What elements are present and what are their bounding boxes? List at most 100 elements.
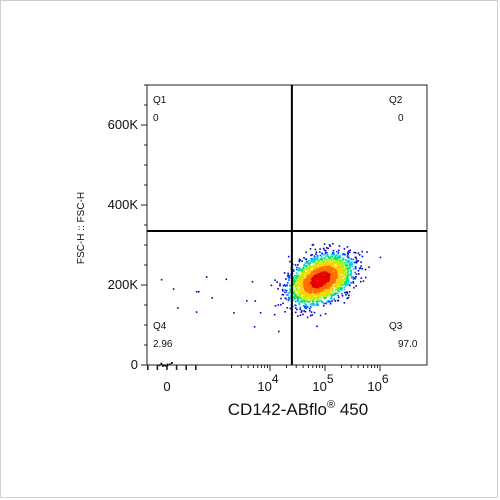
event-dot: [356, 261, 358, 263]
event-dot: [299, 295, 301, 297]
event-dot: [330, 271, 332, 273]
event-dot: [338, 245, 341, 247]
event-dot: [329, 265, 331, 268]
event-dot: [314, 286, 317, 288]
event-dot: [301, 280, 304, 283]
event-dot: [359, 267, 362, 269]
event-dot: [336, 258, 339, 261]
event-dot: [307, 270, 310, 272]
event-dot: [316, 282, 319, 284]
event-dot: [329, 279, 331, 281]
event-dot: [324, 269, 326, 272]
event-dot: [334, 272, 337, 274]
event-dot: [307, 289, 310, 292]
event-dot: [299, 314, 302, 316]
event-dot: [347, 271, 349, 273]
event-dot: [305, 260, 308, 263]
event-dot: [306, 284, 309, 287]
event-dot: [306, 289, 309, 291]
event-dot: [301, 310, 303, 312]
event-dot: [338, 288, 340, 290]
event-dot: [288, 298, 290, 300]
event-dot: [295, 281, 297, 283]
event-dot: [198, 290, 200, 293]
event-dot: [316, 297, 318, 300]
event-dot: [321, 270, 323, 272]
event-dot: [310, 297, 313, 299]
event-dot: [301, 301, 304, 303]
event-dot: [357, 270, 360, 272]
event-dot: [315, 283, 318, 286]
event-dot: [309, 299, 312, 302]
event-dot: [338, 273, 340, 275]
event-dot: [350, 282, 352, 284]
event-dot: [294, 294, 296, 296]
event-dot: [310, 290, 312, 293]
event-dot: [286, 307, 289, 309]
event-dot: [294, 280, 296, 282]
event-dot: [321, 252, 323, 254]
event-dot: [331, 300, 333, 303]
event-dot: [314, 283, 316, 285]
event-dot: [307, 268, 309, 270]
event-dot: [281, 293, 284, 296]
event-dot: [335, 257, 337, 259]
event-dot: [313, 292, 316, 295]
event-dot: [296, 288, 298, 291]
event-dot: [300, 296, 303, 299]
event-dot: [355, 276, 357, 278]
event-dot: [345, 265, 348, 268]
event-dot: [338, 296, 340, 299]
event-dot: [298, 281, 301, 283]
event-dot: [301, 275, 304, 277]
event-dot: [225, 278, 228, 281]
event-dot: [350, 258, 352, 260]
event-dot: [341, 284, 344, 286]
event-dot: [334, 276, 337, 279]
event-dot: [317, 286, 320, 289]
event-dot: [361, 250, 363, 253]
event-dot: [305, 285, 307, 287]
event-dot: [346, 292, 349, 295]
event-dot: [332, 282, 334, 285]
event-dot: [335, 273, 338, 276]
event-dot: [364, 268, 367, 271]
event-dot: [304, 289, 306, 291]
event-dot: [331, 265, 333, 268]
event-dot: [294, 300, 297, 302]
event-dot: [313, 289, 315, 292]
event-dot: [297, 296, 299, 298]
event-dot: [313, 257, 315, 260]
event-dot: [342, 281, 345, 283]
event-dot: [317, 294, 319, 296]
event-dot: [303, 282, 305, 285]
event-dot: [305, 297, 307, 300]
event-dot: [339, 282, 342, 284]
event-dot: [321, 301, 323, 303]
event-dot: [334, 281, 336, 284]
event-dot: [233, 312, 235, 314]
event-dot: [337, 282, 339, 284]
event-dot: [289, 297, 291, 299]
event-dot: [319, 271, 321, 273]
event-dot: [314, 268, 316, 271]
event-dot: [310, 289, 313, 291]
event-dot: [177, 307, 179, 309]
event-dot: [342, 268, 345, 270]
event-dot: [319, 258, 322, 260]
event-dot: [343, 288, 346, 291]
event-dot: [304, 283, 307, 285]
event-dot: [332, 275, 334, 277]
event-dot: [277, 288, 279, 290]
event-dot: [355, 256, 357, 259]
event-dot: [345, 279, 348, 282]
event-dot: [347, 254, 349, 257]
event-dot: [319, 314, 322, 317]
event-dot: [342, 266, 345, 269]
event-dot: [331, 290, 333, 292]
event-dot: [317, 290, 320, 293]
event-dot: [295, 292, 297, 295]
event-dot: [287, 274, 290, 277]
event-dot: [340, 289, 342, 291]
event-dot: [319, 292, 321, 294]
